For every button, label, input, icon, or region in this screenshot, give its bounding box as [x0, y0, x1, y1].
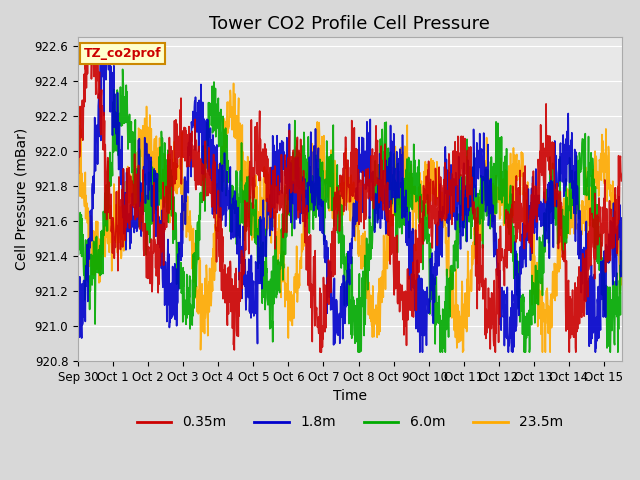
Text: TZ_co2prof: TZ_co2prof — [83, 47, 161, 60]
Line: 6.0m: 6.0m — [78, 69, 621, 352]
23.5m — [326, 199, 334, 204]
Line: 23.5m: 23.5m — [78, 84, 621, 352]
Line: 1.8m: 1.8m — [78, 55, 621, 352]
1.8m — [116, 179, 124, 185]
6.0m — [139, 205, 147, 211]
0.35m — [316, 349, 324, 355]
6.0m — [316, 191, 324, 197]
Title: Tower CO2 Profile Cell Pressure: Tower CO2 Profile Cell Pressure — [209, 15, 490, 33]
23.5m — [74, 122, 82, 128]
Y-axis label: Cell Pressure (mBar): Cell Pressure (mBar) — [15, 128, 29, 270]
1.8m — [416, 349, 424, 355]
6.0m — [326, 171, 334, 177]
0.35m — [139, 228, 147, 234]
0.35m — [317, 294, 324, 300]
6.0m — [355, 349, 362, 355]
6.0m — [618, 267, 625, 273]
6.0m — [116, 117, 124, 123]
23.5m — [116, 214, 124, 219]
Legend: 0.35m, 1.8m, 6.0m, 23.5m: 0.35m, 1.8m, 6.0m, 23.5m — [131, 410, 568, 435]
1.8m — [384, 219, 392, 225]
23.5m — [305, 185, 313, 191]
1.8m — [618, 215, 625, 221]
6.0m — [305, 167, 313, 172]
0.35m — [74, 164, 82, 170]
23.5m — [618, 282, 625, 288]
0.35m — [116, 247, 124, 252]
6.0m — [74, 212, 82, 217]
6.0m — [119, 66, 127, 72]
0.35m — [305, 252, 313, 258]
Line: 0.35m: 0.35m — [78, 55, 621, 352]
23.5m — [230, 81, 237, 86]
1.8m — [316, 228, 324, 233]
0.35m — [81, 52, 89, 58]
23.5m — [384, 236, 392, 241]
0.35m — [384, 224, 392, 230]
1.8m — [98, 52, 106, 58]
0.35m — [326, 260, 334, 265]
23.5m — [138, 140, 146, 146]
0.35m — [618, 178, 625, 184]
23.5m — [459, 349, 467, 355]
1.8m — [326, 274, 334, 280]
1.8m — [305, 178, 313, 184]
23.5m — [316, 143, 324, 149]
1.8m — [74, 330, 82, 336]
1.8m — [139, 186, 147, 192]
6.0m — [384, 183, 392, 189]
X-axis label: Time: Time — [333, 389, 367, 403]
